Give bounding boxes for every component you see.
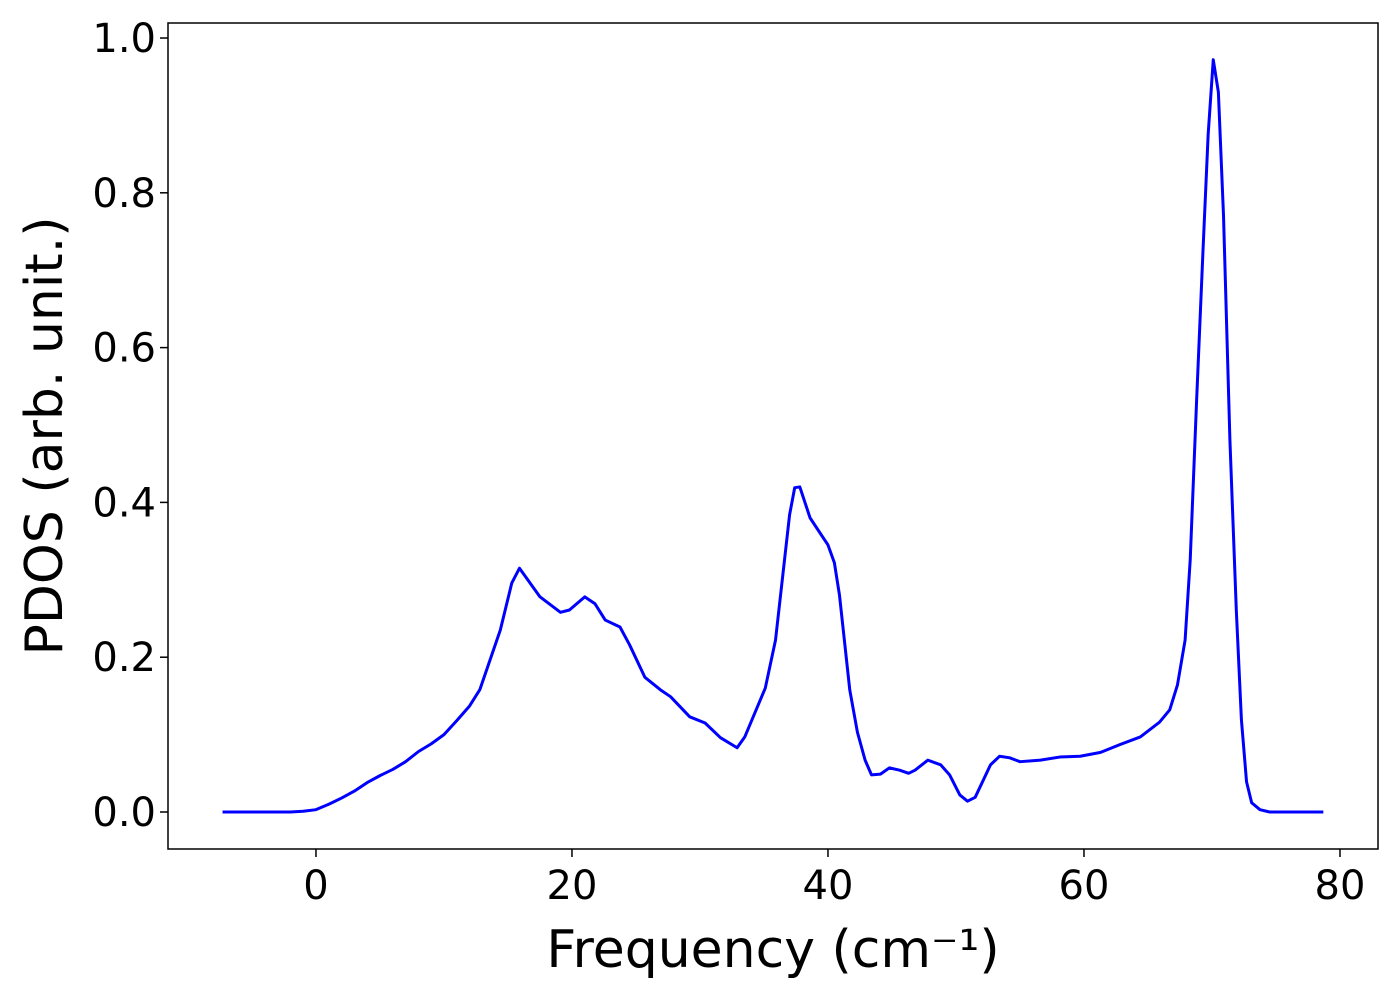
y-tick-label: 1.0 [92, 16, 156, 62]
x-tick-label: 20 [547, 863, 598, 909]
x-tick-label: 60 [1059, 863, 1110, 909]
y-axis-label: PDOS (arb. unit.) [15, 216, 75, 655]
y-tick-label: 0.6 [92, 326, 156, 372]
y-tick-label: 0.0 [92, 790, 156, 836]
x-tick-label: 40 [803, 863, 854, 909]
x-tick-label: 0 [303, 863, 328, 909]
x-axis-label: Frequency (cm⁻¹) [546, 920, 999, 980]
y-tick-label: 0.2 [92, 635, 156, 681]
data-line [222, 58, 1324, 814]
plot-frame [167, 22, 1379, 850]
y-tick-label: 0.8 [92, 171, 156, 217]
y-tick-label: 0.4 [92, 480, 156, 526]
x-tick-label: 80 [1315, 863, 1366, 909]
